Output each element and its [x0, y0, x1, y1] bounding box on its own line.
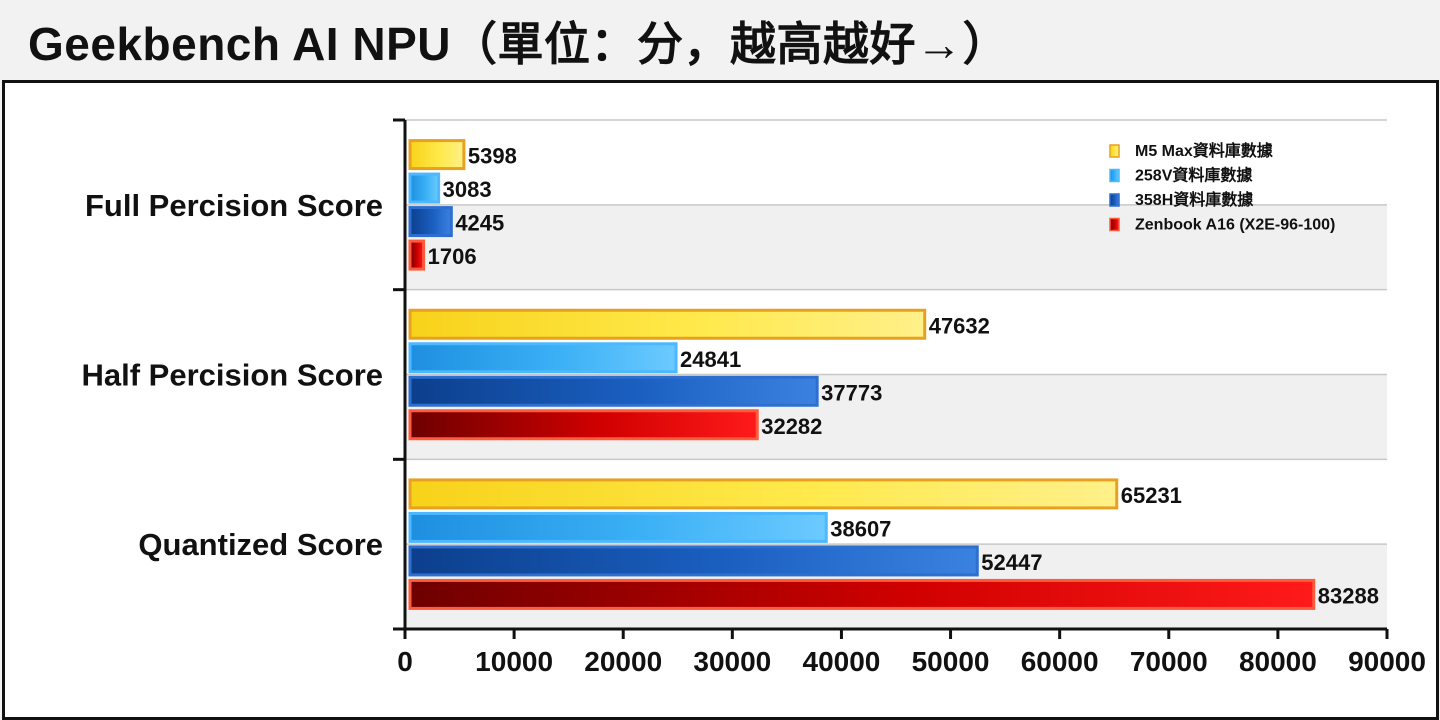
- x-tick-label: 0: [397, 646, 413, 677]
- legend-swatch: [1109, 193, 1120, 207]
- category-label: Quantized Score: [138, 527, 383, 562]
- bar: [408, 172, 441, 204]
- bar: [408, 478, 1119, 510]
- legend-label: 258V資料庫數據: [1135, 166, 1253, 185]
- chart-panel: 0 10000 20000 30000 40000 50000 60000 70000 8000…: [2, 80, 1439, 720]
- data-label: 4245: [455, 211, 504, 236]
- x-tick-label: 80000: [1239, 646, 1317, 677]
- chart-title: Geekbench AI NPU（單位：分，越高越好→）: [28, 18, 1009, 70]
- data-label: 32282: [761, 414, 822, 439]
- category-label: Half Percision Score: [81, 358, 383, 393]
- bar: [408, 511, 828, 543]
- legend-label: Zenbook A16 (X2E-96-100): [1135, 217, 1335, 234]
- bar: [408, 206, 453, 238]
- bar: [408, 375, 819, 407]
- plot-stripe: [405, 204, 1387, 290]
- data-label: 83288: [1318, 583, 1379, 608]
- x-tick-label: 60000: [1021, 646, 1099, 677]
- bar: [408, 308, 927, 340]
- x-tick-label: 10000: [475, 646, 553, 677]
- data-label: 1706: [428, 244, 477, 269]
- bar: [408, 139, 466, 171]
- plot-stripe: [405, 120, 1387, 205]
- x-tick-label: 30000: [693, 646, 771, 677]
- legend-label: M5 Max資料庫數據: [1135, 141, 1274, 160]
- data-label: 3083: [443, 177, 492, 202]
- bar-chart: 0 10000 20000 30000 40000 50000 60000 70000 8000…: [81, 118, 1426, 677]
- data-label: 37773: [821, 380, 882, 405]
- data-label: 38607: [830, 516, 891, 541]
- category-label: Full Percision Score: [85, 188, 383, 223]
- data-label: 52447: [981, 550, 1042, 575]
- data-label: 24841: [680, 347, 741, 372]
- x-tick-label: 50000: [912, 646, 990, 677]
- bar: [408, 342, 678, 374]
- x-tick-label: 40000: [803, 646, 881, 677]
- data-label: 5398: [468, 144, 517, 169]
- x-tick-label: 70000: [1130, 646, 1208, 677]
- legend-swatch: [1109, 144, 1120, 158]
- data-label: 65231: [1121, 483, 1182, 508]
- bar: [408, 545, 979, 577]
- legend-swatch: [1109, 217, 1120, 232]
- x-tick-label: 20000: [584, 646, 662, 677]
- bar: [408, 409, 759, 441]
- legend-swatch: [1109, 168, 1120, 183]
- title-bar: Geekbench AI NPU（單位：分，越高越好→）: [0, 0, 1440, 80]
- data-label: 47632: [929, 313, 990, 338]
- bar: [408, 578, 1316, 610]
- legend-label: 358H資料庫數據: [1135, 190, 1254, 209]
- bar: [408, 239, 426, 271]
- x-tick-label: 90000: [1348, 646, 1426, 677]
